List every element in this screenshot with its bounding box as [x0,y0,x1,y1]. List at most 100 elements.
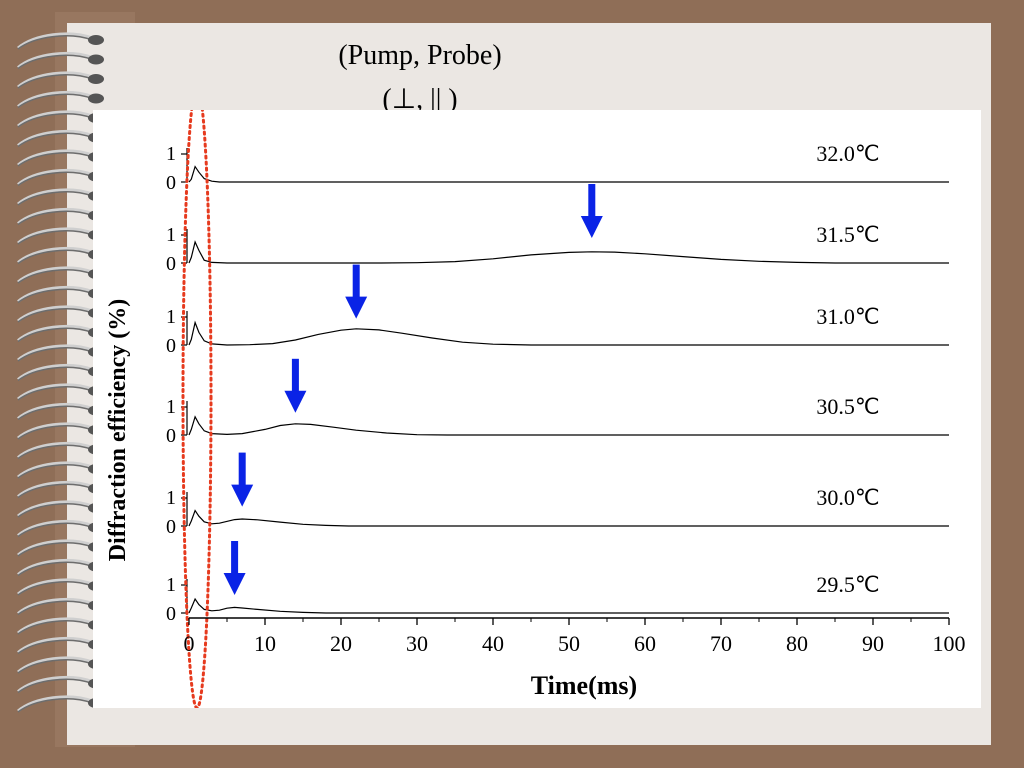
binding-ring-shadow [17,561,93,577]
binding-ring [17,422,93,440]
binding-ring [17,363,93,381]
binding-ring [17,227,93,245]
binding-ring [17,675,93,693]
series-label: 31.0℃ [816,304,879,329]
binding-ring [17,597,93,615]
binding-ring [17,656,93,674]
binding-ring-shadow [17,210,93,226]
binding-ring [17,383,93,401]
binding-ring-shadow [17,171,93,187]
y-tick-label: 1 [166,487,176,509]
series-line [188,597,949,614]
binding-ring-shadow [17,600,93,616]
y-tick-label: 1 [166,143,176,165]
y-tick-label: 0 [166,516,176,538]
binding-ring-shadow [17,308,93,323]
binding-ring-shadow [17,54,93,70]
binding-hole [88,93,104,104]
peak-arrow-head [580,216,603,238]
binding-ring [17,246,93,264]
binding-ring-shadow [17,288,93,304]
peak-arrow-head [231,484,254,507]
binding-ring [17,558,93,576]
binding-hole [88,54,104,65]
x-tick-label: 70 [710,631,732,656]
y-tick-label: 1 [166,306,176,328]
binding-ring [17,324,93,342]
chart-panel: 1 0 32.0℃ 1 0 31.5℃ 1 0 31.0℃ 1 0 30.5℃ 1 0 30.0℃ 1 0 29.… [93,84,981,710]
binding-ring-shadow [17,93,93,109]
binding-ring [17,110,93,128]
y-tick-label: 0 [166,425,176,447]
x-axis-label: Time(ms) [531,671,637,700]
binding-ring-shadow [17,620,93,635]
x-tick-label: 40 [482,631,504,656]
binding-ring [17,305,93,323]
binding-ring [17,695,93,713]
peak-arrow-shaft [231,541,239,575]
binding-ring-shadow [17,366,93,382]
peak-arrow-shaft [291,358,299,393]
x-tick-label: 0 [184,631,195,656]
binding-ring-shadow [17,678,93,694]
header-polarization: (⊥, || ) [382,84,458,115]
series-label: 31.5℃ [816,222,879,247]
curves-layer: 1 0 32.0℃ 1 0 31.5℃ 1 0 31.0℃ 1 0 30.5℃ 1 0 30.0℃ 1 0 29.… [166,141,949,625]
x-axis: 0 10 20 30 40 50 60 70 80 90 100 [184,617,966,656]
series-label: 30.0℃ [816,485,879,510]
peak-arrow-shaft [352,264,360,299]
binding-ring [17,519,93,537]
binding-ring-shadow [17,132,93,148]
binding-ring-shadow [17,425,93,440]
peak-arrow-shaft [588,184,596,218]
series-label: 29.5℃ [816,572,879,597]
binding-ring-shadow [17,35,93,50]
binding-ring [17,402,93,420]
binding-ring-shadow [17,386,93,401]
peak-arrow-shaft [238,452,246,487]
binding-ring [17,32,93,50]
diffraction-chart: 1032.0℃1031.5℃1031.0℃1030.5℃1030.0℃1029.… [105,84,966,710]
peak-arrow [231,452,254,507]
binding-ring [17,441,93,459]
peak-arrow-head [284,390,307,413]
x-tick-label: 30 [406,631,428,656]
binding-ring-shadow [17,444,93,460]
binding-ring-shadow [17,230,93,245]
y-tick-label: 0 [166,335,176,357]
peak-arrow-head [345,296,368,319]
binding-ring-shadow [17,152,93,167]
peak-arrow [284,358,307,413]
series-line [188,415,949,436]
peak-arrow-head [223,573,246,595]
binding-ring-shadow [17,269,93,284]
binding-ring [17,90,93,108]
x-tick-label: 10 [254,631,276,656]
binding-ring-shadow [17,113,93,128]
binding-ring-shadow [17,659,93,674]
binding-ring-shadow [17,698,93,713]
binding-ring-shadow [17,522,93,538]
binding-ring [17,71,93,89]
binding-ring-shadow [17,581,93,596]
series-line [188,509,949,527]
x-tick-label: 50 [558,631,580,656]
binding-ring [17,636,93,654]
binding-ring-shadow [17,483,93,499]
binding-ring [17,168,93,186]
series-label: 30.5℃ [816,394,879,419]
series-line [188,320,949,346]
peak-arrow [223,541,246,595]
y-tick-label: 0 [166,253,176,275]
binding-ring-shadow [17,503,93,518]
binding-ring [17,266,93,284]
series-label: 32.0℃ [816,141,879,166]
x-tick-label: 80 [786,631,808,656]
binding-ring-shadow [17,639,93,655]
binding-ring-shadow [17,327,93,343]
binding-ring-shadow [17,249,93,265]
y-tick-label: 1 [166,574,176,596]
binding-ring [17,344,93,362]
series-line [188,165,949,183]
binding-ring [17,188,93,206]
